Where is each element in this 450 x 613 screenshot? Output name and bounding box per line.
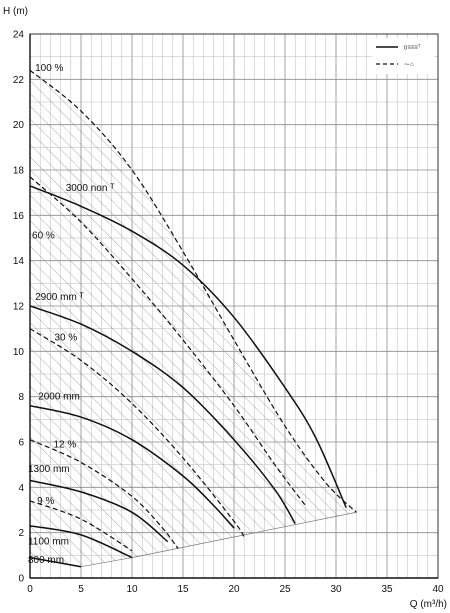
curve-label: 30 %	[54, 333, 77, 344]
curve-label: 1300 mm	[28, 464, 70, 475]
curve-labels: 100 % 3000 non ᵀ 60 % 2900 mm ᵀ 30 % 2000 mm 1…	[28, 63, 115, 566]
x-tick-label: 0	[27, 584, 33, 595]
legend-dashed-label: ⁓⌂	[404, 62, 414, 68]
speed-curve-2900-mm	[30, 305, 296, 524]
y-tick-label: 14	[13, 256, 25, 267]
y-tick-label: 4	[18, 483, 24, 494]
hatched-region	[30, 70, 357, 567]
y-tick-label: 0	[18, 574, 24, 585]
y-tick-label: 24	[13, 30, 25, 41]
legend: ṉ≡≡≡ᵀ ⁓⌂	[372, 38, 434, 74]
y-tick-label: 22	[13, 75, 25, 86]
speed-curve-1100-mm	[30, 525, 133, 559]
x-axis-label: Q (m³/h)	[410, 599, 447, 610]
x-tick-label: 10	[126, 584, 138, 595]
x-tick-label: 20	[228, 584, 240, 595]
x-tick-label: 35	[381, 584, 393, 595]
x-tick-label: 5	[78, 584, 84, 595]
y-tick-label: 10	[13, 347, 25, 358]
speed-curve-1300-mm	[30, 479, 169, 543]
y-tick-label: 8	[18, 392, 24, 403]
curve-label: 800 mm	[28, 555, 64, 566]
y-axis-label: H (m)	[3, 6, 28, 17]
efficiency-curve-12	[30, 439, 179, 549]
curve-label: 9 %	[37, 496, 54, 507]
legend-box	[372, 38, 434, 74]
x-tick-label: 30	[330, 584, 342, 595]
curves	[30, 69, 357, 568]
curve-label: 2900 mm ᵀ	[35, 292, 84, 303]
y-tick-label: 12	[13, 302, 25, 313]
curve-label: 2000 mm	[38, 392, 80, 403]
efficiency-curve-30	[30, 328, 245, 538]
efficiency-curve-60	[30, 176, 306, 506]
efficiency-curve-100	[30, 69, 357, 513]
curve-label: 60 %	[32, 231, 55, 242]
y-tick-label: 2	[18, 528, 24, 539]
curve-label: 100 %	[35, 63, 63, 74]
curve-label: 12 %	[53, 439, 76, 450]
operating-range-hatch	[30, 70, 357, 567]
curve-label: 3000 non ᵀ	[66, 183, 115, 194]
y-tick-label: 20	[13, 120, 25, 131]
y-tick-label: 16	[13, 211, 25, 222]
curve-label: 1100 mm	[28, 537, 69, 548]
x-tick-label: 15	[177, 584, 189, 595]
y-tick-label: 6	[18, 438, 24, 449]
x-tick-label: 40	[432, 584, 444, 595]
speed-curve-3000-non	[30, 185, 347, 508]
x-tick-label: 25	[279, 584, 291, 595]
efficiency-curve-9	[30, 500, 133, 552]
axes	[29, 33, 439, 579]
y-tick-label: 18	[13, 166, 25, 177]
speed-curve-800-mm	[30, 556, 82, 568]
speed-curve-2000-mm	[30, 404, 235, 529]
legend-solid-label: ṉ≡≡≡ᵀ	[404, 44, 421, 51]
